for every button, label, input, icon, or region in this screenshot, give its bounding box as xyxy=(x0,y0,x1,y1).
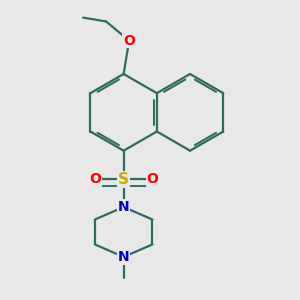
Text: S: S xyxy=(118,172,129,187)
Text: O: O xyxy=(89,172,101,186)
Text: O: O xyxy=(146,172,158,186)
Text: O: O xyxy=(123,34,135,48)
Text: N: N xyxy=(118,250,130,264)
Text: N: N xyxy=(118,200,130,214)
